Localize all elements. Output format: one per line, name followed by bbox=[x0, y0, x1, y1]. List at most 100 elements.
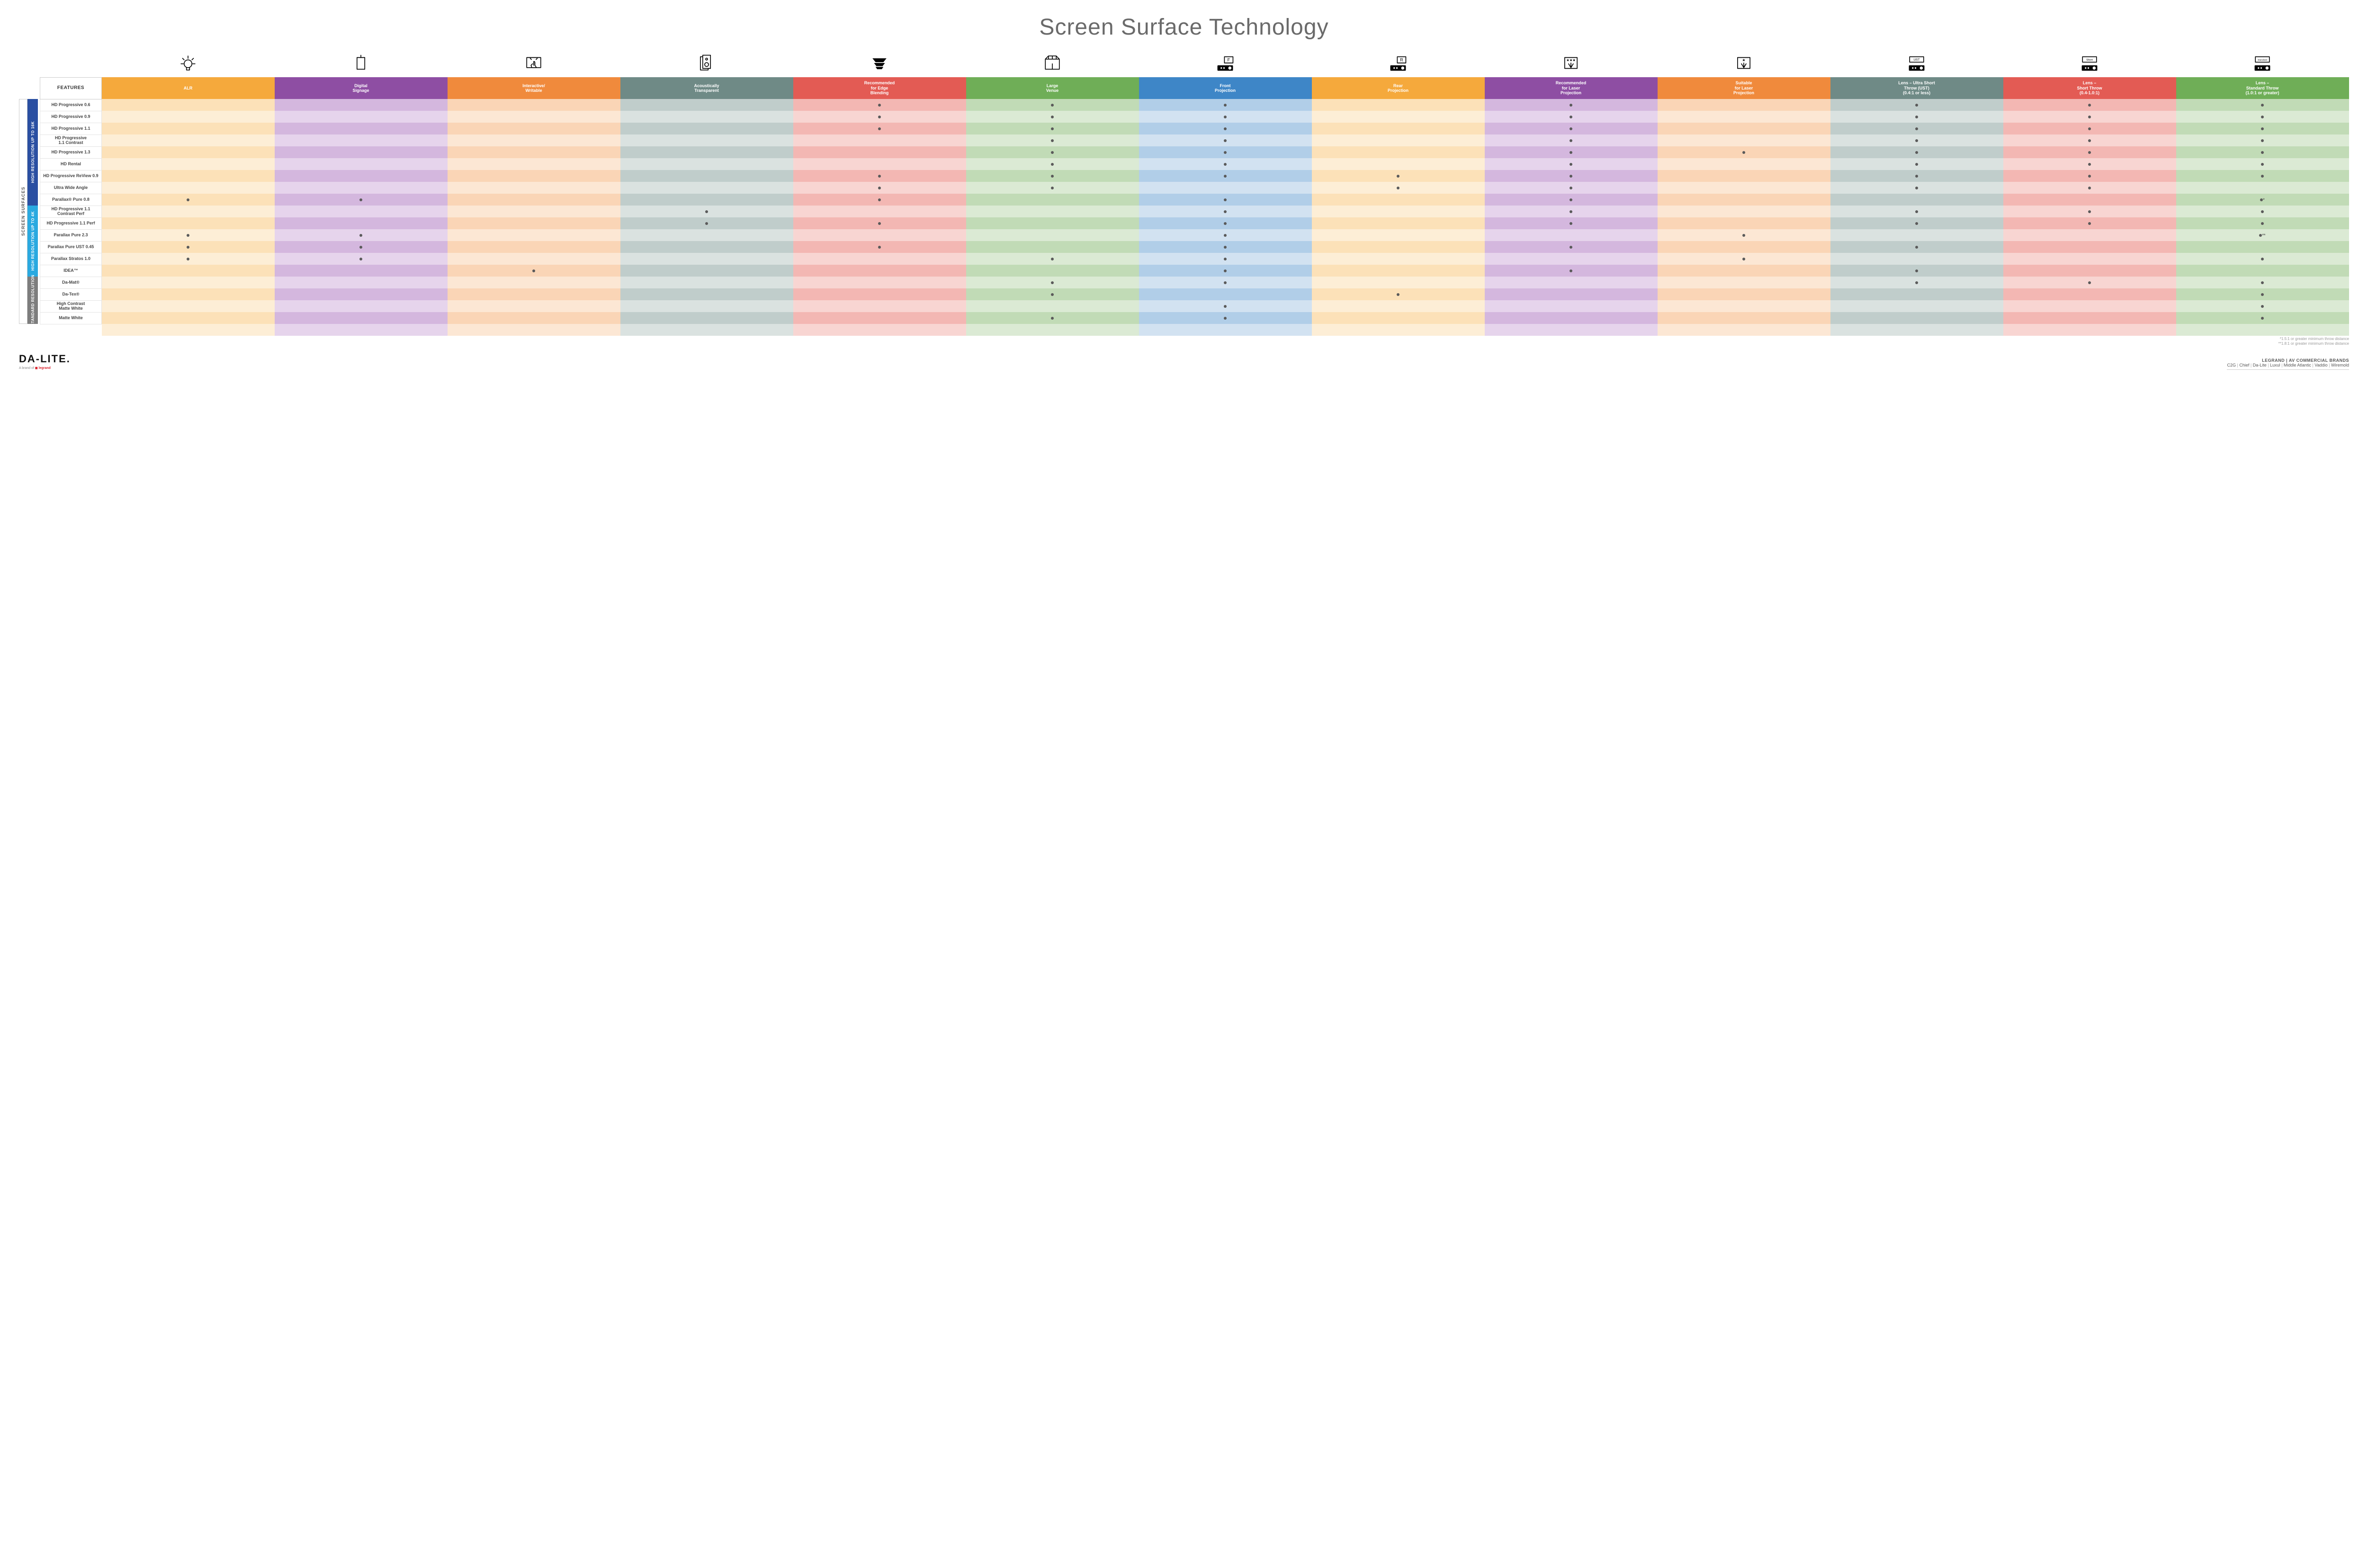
cell bbox=[793, 158, 966, 170]
cell bbox=[1312, 312, 1485, 324]
svg-text:★: ★ bbox=[1742, 58, 1745, 63]
cell bbox=[448, 182, 620, 194]
feature-name: IDEA™ bbox=[40, 265, 102, 277]
cell bbox=[620, 288, 793, 300]
cell bbox=[1830, 134, 2003, 146]
cell bbox=[620, 170, 793, 182]
cell bbox=[793, 265, 966, 277]
cell bbox=[1485, 265, 1658, 277]
cell bbox=[1485, 241, 1658, 253]
cell: * bbox=[2176, 194, 2349, 206]
cell bbox=[275, 217, 448, 229]
table-row: HD Progressive 0.9 bbox=[40, 111, 2349, 123]
cell bbox=[1485, 170, 1658, 182]
feature-name: Parallax Stratos 1.0 bbox=[40, 253, 102, 265]
cell bbox=[1830, 99, 2003, 111]
cell bbox=[448, 194, 620, 206]
cell bbox=[1312, 111, 1485, 123]
footer: DA-LITE. A brand of ◼ legrand LEGRAND | … bbox=[19, 352, 2349, 370]
col-header-ust: Lens – Ultra ShortThrow (UST)(0.4:1 or l… bbox=[1830, 77, 2003, 99]
cell bbox=[793, 123, 966, 134]
features-header: FEATURES bbox=[40, 77, 102, 99]
cell bbox=[620, 134, 793, 146]
cell bbox=[1139, 241, 1312, 253]
cell bbox=[2176, 300, 2349, 312]
cell bbox=[966, 206, 1139, 217]
col-icon-short: Short bbox=[2003, 50, 2176, 77]
svg-text:Standard: Standard bbox=[2258, 59, 2267, 62]
cell bbox=[620, 241, 793, 253]
cell bbox=[1830, 182, 2003, 194]
cell bbox=[1139, 99, 1312, 111]
cell bbox=[1830, 170, 2003, 182]
cell bbox=[2003, 146, 2176, 158]
cell bbox=[1312, 217, 1485, 229]
brands-list: C2GChiefDa-LiteLuxulMiddle AtlanticVaddi… bbox=[2227, 363, 2349, 367]
cell bbox=[1830, 111, 2003, 123]
cell bbox=[1485, 158, 1658, 170]
svg-text:UST: UST bbox=[1913, 58, 1920, 62]
brand-item: C2G bbox=[2227, 363, 2239, 367]
brand-item: Chief bbox=[2239, 363, 2252, 367]
cell bbox=[2176, 277, 2349, 288]
cell bbox=[1312, 241, 1485, 253]
page-title: Screen Surface Technology bbox=[19, 14, 2349, 40]
cell bbox=[1139, 170, 1312, 182]
cell bbox=[1485, 253, 1658, 265]
cell bbox=[275, 312, 448, 324]
cell bbox=[102, 241, 275, 253]
feature-matrix-table: FR★★★★USTShortStandardFEATURESALRDigital… bbox=[40, 50, 2349, 336]
cell bbox=[966, 170, 1139, 182]
cell bbox=[2003, 134, 2176, 146]
cell bbox=[102, 194, 275, 206]
cell bbox=[1312, 300, 1485, 312]
col-icon-alr bbox=[102, 50, 275, 77]
cell bbox=[102, 134, 275, 146]
cell bbox=[1485, 288, 1658, 300]
cell bbox=[2003, 229, 2176, 241]
cell bbox=[1830, 206, 2003, 217]
cell bbox=[1485, 99, 1658, 111]
cell bbox=[620, 312, 793, 324]
cell bbox=[275, 194, 448, 206]
cell bbox=[1658, 99, 1830, 111]
col-header-suitlaser: Suitablefor LaserProjection bbox=[1658, 77, 1830, 99]
cell bbox=[448, 170, 620, 182]
feature-name: High ContrastMatte White bbox=[40, 300, 102, 312]
cell bbox=[1658, 300, 1830, 312]
cell bbox=[793, 182, 966, 194]
cell bbox=[1658, 217, 1830, 229]
brands-title: LEGRAND | AV COMMERCIAL BRANDS bbox=[2227, 358, 2349, 363]
cell bbox=[2003, 288, 2176, 300]
cell bbox=[793, 146, 966, 158]
feature-name: HD Progressive 1.1 bbox=[40, 123, 102, 134]
cell bbox=[1830, 312, 2003, 324]
col-header-interactive: Interactive/Writable bbox=[448, 77, 620, 99]
col-header-front: FrontProjection bbox=[1139, 77, 1312, 99]
cell bbox=[1485, 111, 1658, 123]
cell bbox=[1312, 99, 1485, 111]
cell bbox=[448, 312, 620, 324]
cell bbox=[1139, 300, 1312, 312]
brand-logo: DA-LITE. bbox=[19, 353, 71, 365]
col-header-rear: RearProjection bbox=[1312, 77, 1485, 99]
cell bbox=[2003, 158, 2176, 170]
cell bbox=[620, 253, 793, 265]
cell bbox=[448, 300, 620, 312]
cell bbox=[1658, 182, 1830, 194]
cell bbox=[966, 217, 1139, 229]
cell bbox=[966, 229, 1139, 241]
cell bbox=[275, 253, 448, 265]
cell bbox=[1139, 265, 1312, 277]
cell bbox=[1139, 277, 1312, 288]
cell bbox=[1485, 277, 1658, 288]
cell bbox=[448, 206, 620, 217]
cell bbox=[2176, 312, 2349, 324]
cell bbox=[793, 253, 966, 265]
cell bbox=[1658, 229, 1830, 241]
cell bbox=[102, 170, 275, 182]
cell bbox=[1658, 134, 1830, 146]
cell bbox=[793, 229, 966, 241]
row-group-label: HIGH RESOLUTION UP TO 4K bbox=[27, 206, 38, 277]
footnote: **1.8:1 or greater minimum throw distanc… bbox=[40, 341, 2349, 346]
